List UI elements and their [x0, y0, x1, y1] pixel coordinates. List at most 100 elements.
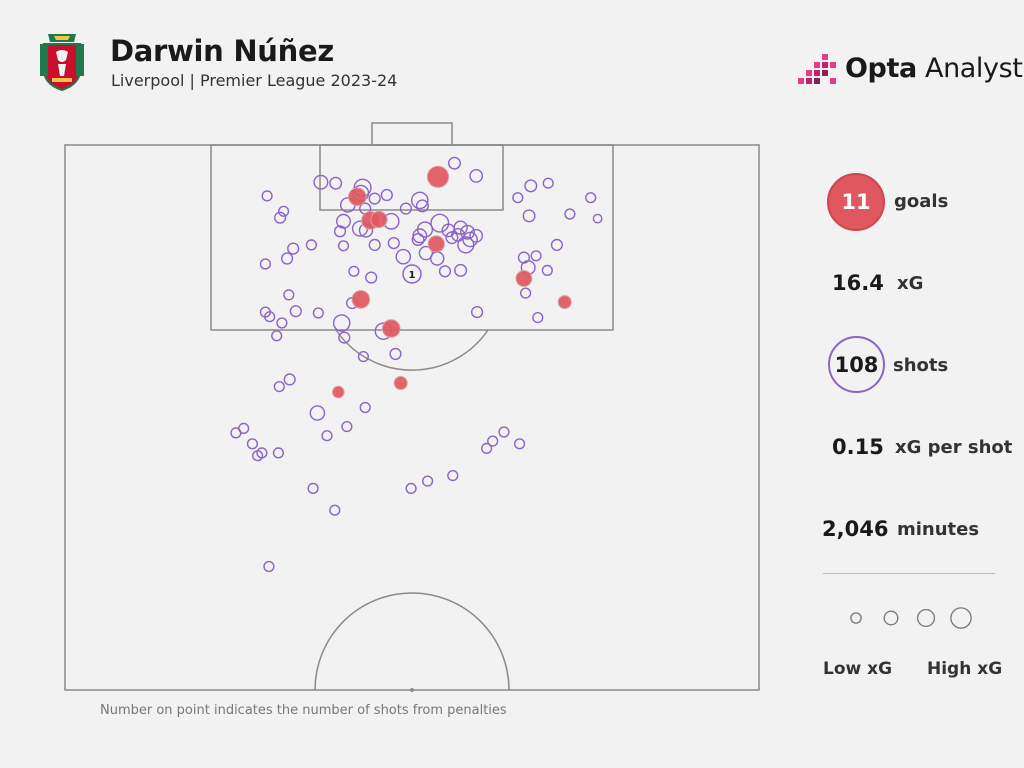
- xg-label: xG: [897, 273, 924, 294]
- shot-point: [541, 264, 553, 277]
- shot-point: [273, 381, 285, 393]
- shots-layer: [230, 156, 603, 573]
- shot-point: [261, 190, 273, 202]
- shot-point: [481, 442, 493, 455]
- goal-shot-point: [348, 187, 367, 207]
- shot-point: [412, 228, 428, 244]
- shot-point: [329, 176, 343, 190]
- shot-point: [399, 202, 413, 215]
- shot-point: [524, 179, 538, 193]
- shot-point: [281, 252, 294, 265]
- shot-point: [395, 248, 412, 265]
- shot-point: [498, 426, 510, 438]
- shot-point: [246, 438, 259, 450]
- footnote: Number on point indicates the number of …: [100, 703, 507, 718]
- shot-point: [271, 330, 283, 342]
- shot-point: [380, 188, 393, 202]
- shot-point: [513, 438, 526, 450]
- pitch-lines: [64, 122, 760, 692]
- goal-shot-point: [515, 270, 533, 287]
- centre-spot: [410, 688, 414, 692]
- legend-low-label: Low xG: [823, 659, 893, 679]
- chart-subtitle: Liverpool | Premier League 2023-24: [111, 71, 398, 90]
- penalty-count: 1: [409, 270, 416, 281]
- shot-point: [469, 228, 484, 243]
- xg-value: 16.4: [832, 271, 884, 295]
- shot-point: [368, 238, 381, 252]
- goal: [371, 122, 453, 146]
- shot-point: [457, 236, 475, 254]
- shot-point: [321, 430, 333, 442]
- shot-point: [471, 306, 484, 319]
- shot-point: [309, 405, 326, 421]
- shot-point: [530, 250, 542, 262]
- shot-point: [276, 317, 288, 329]
- shot-point: [329, 504, 341, 516]
- player-name: Darwin Núñez: [110, 34, 334, 68]
- penalty-arc: [335, 329, 489, 371]
- goal-shot-point: [557, 295, 572, 310]
- shot-point: [487, 435, 499, 447]
- shot-point: [550, 238, 564, 252]
- shot-point: [585, 192, 597, 204]
- shot-point: [522, 209, 536, 223]
- shot-point: [411, 232, 425, 246]
- shot-point: [410, 191, 429, 210]
- shot-point: [256, 447, 268, 459]
- shot-point: [368, 192, 381, 205]
- shot-point: [333, 225, 347, 238]
- shot-point: [451, 227, 465, 242]
- shot-map: 1: [64, 122, 760, 692]
- shot-point: [359, 401, 371, 414]
- penalty-marker: 1: [402, 264, 422, 284]
- shot-point: [389, 347, 402, 361]
- shot-point: [289, 305, 302, 318]
- goal-shot-point: [381, 319, 401, 338]
- goals-stat-circle: 11: [827, 173, 885, 231]
- shot-point: [272, 447, 285, 459]
- shot-point: [348, 265, 360, 277]
- brand-name: Opta Analyst: [845, 53, 1023, 84]
- minutes-value: 2,046: [822, 517, 889, 541]
- shot-point: [430, 213, 450, 233]
- shot-point: [438, 265, 452, 278]
- shot-point: [278, 205, 290, 217]
- goal-shot-point: [370, 210, 388, 229]
- shot-point: [230, 427, 242, 439]
- xg-size-legend: [850, 607, 972, 629]
- shot-point: [312, 307, 324, 319]
- goal-shot-point: [393, 376, 408, 390]
- shot-point: [519, 287, 532, 299]
- shot-point: [341, 421, 353, 433]
- shot-point: [287, 242, 300, 255]
- legend-divider: [823, 573, 995, 574]
- goal-shot-point: [427, 235, 445, 253]
- legend-size-circle: [883, 610, 899, 626]
- shot-point: [532, 312, 544, 324]
- legend-high-label: High xG: [927, 659, 1003, 679]
- shot-point: [263, 560, 275, 573]
- shot-point: [454, 263, 468, 277]
- xg-per-shot-label: xG per shot: [895, 437, 1013, 458]
- shots-stat-circle: 108: [828, 336, 885, 393]
- goals-label: goals: [894, 191, 949, 212]
- brand-light: Analyst: [916, 53, 1023, 84]
- shot-point: [283, 289, 295, 301]
- shot-point: [430, 251, 445, 266]
- legend-size-circle: [916, 608, 936, 628]
- shot-point: [415, 199, 429, 213]
- shot-point: [422, 475, 434, 487]
- shot-point: [447, 470, 459, 482]
- goal-shot-point: [351, 290, 371, 309]
- penalty-shot-marker: [402, 264, 422, 284]
- shot-point: [313, 174, 329, 190]
- shot-point: [259, 258, 272, 270]
- xg-per-shot-value: 0.15: [832, 435, 884, 459]
- brand-bold: Opta: [845, 53, 917, 84]
- shot-point: [357, 351, 370, 363]
- legend-size-circle: [850, 612, 862, 624]
- centre-circle: [314, 592, 510, 691]
- goal-shot-point: [332, 385, 345, 399]
- shot-point: [283, 373, 296, 386]
- legend-size-circle: [950, 607, 972, 629]
